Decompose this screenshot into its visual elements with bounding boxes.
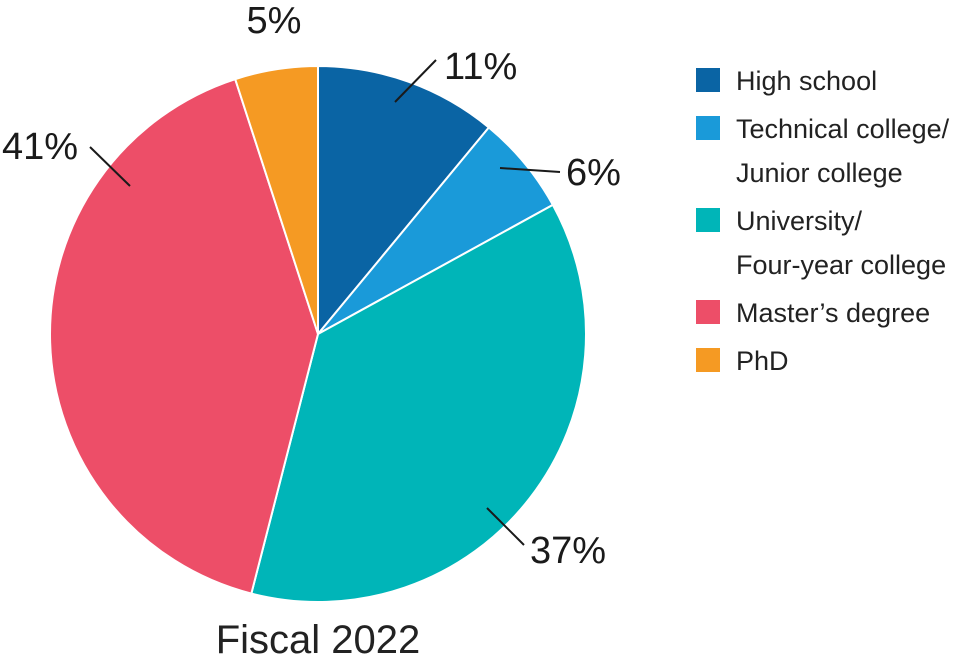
legend: High school Technical college/ Junior col… xyxy=(696,63,958,391)
pie-slice-5 xyxy=(233,64,319,335)
legend-swatch xyxy=(696,300,720,324)
percent-labels: 11% 6% 37% 41% 5% xyxy=(2,0,621,572)
legend-item-1: High school xyxy=(696,63,958,103)
legend-item-3: University/ Four-year college xyxy=(696,203,958,287)
legend-swatch xyxy=(696,116,720,140)
legend-item-4: Master’s degree xyxy=(696,295,958,335)
legend-item-5: PhD xyxy=(696,343,958,383)
pie-slice-4 xyxy=(49,77,320,595)
percent-label-2: 6% xyxy=(566,152,621,194)
percent-label-4: 41% xyxy=(2,126,78,168)
legend-label: Technical college/ Junior college xyxy=(736,114,950,188)
percent-label-3: 37% xyxy=(530,530,606,572)
percent-label-5: 5% xyxy=(247,0,302,42)
legend-item-2: Technical college/ Junior college xyxy=(696,111,958,195)
leader-lines xyxy=(89,59,561,546)
legend-label: University/ Four-year college xyxy=(736,206,947,280)
leader-line-3 xyxy=(486,507,525,546)
legend-swatch xyxy=(696,68,720,92)
leader-line-1 xyxy=(394,59,437,103)
legend-label: High school xyxy=(736,66,878,96)
percent-label-1: 11% xyxy=(444,46,517,88)
pie-slice-1 xyxy=(317,64,491,337)
legend-label: PhD xyxy=(736,346,789,376)
legend-swatch xyxy=(696,208,720,232)
leader-line-4 xyxy=(89,146,131,187)
legend-swatch xyxy=(696,348,720,372)
pie-slice-3 xyxy=(250,203,587,603)
chart-caption: Fiscal 2022 xyxy=(215,618,421,662)
pie-slices xyxy=(49,64,587,603)
legend-label: Master’s degree xyxy=(736,298,931,328)
leader-line-2 xyxy=(499,167,561,173)
